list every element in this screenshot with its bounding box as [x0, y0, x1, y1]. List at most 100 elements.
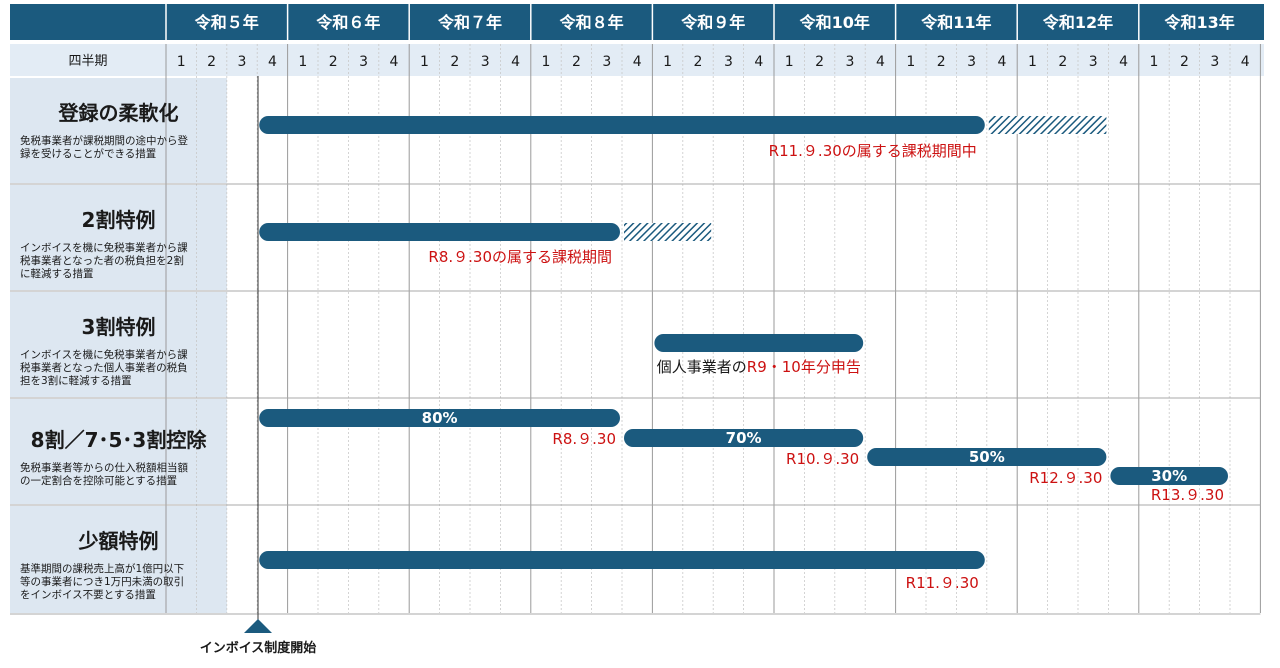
row-label-panel — [10, 292, 227, 397]
quarter-number: 4 — [998, 54, 1007, 70]
row-description-line: 基準期間の課税売上高が1億円以下 — [20, 562, 184, 575]
bar — [1110, 467, 1228, 485]
row-description-line: をインボイス不要とする措置 — [20, 588, 156, 601]
quarter-number: 4 — [876, 54, 885, 70]
row-label-panel — [10, 506, 227, 613]
year-label: 令和５年 — [194, 13, 259, 32]
bar-label: 30% — [1151, 467, 1187, 485]
row-description-line: 税事業者となった者の税負担を2割 — [20, 254, 184, 267]
row-description-line: インボイスを機に免税事業者から課 — [20, 241, 188, 254]
row-title: 8割／7･5･3割控除 — [31, 428, 208, 452]
row-description-line: 録を受けることができる措置 — [20, 147, 156, 160]
quarter-number: 2 — [207, 54, 216, 70]
row-note-part: 個人事業者の — [657, 358, 747, 376]
bar — [654, 334, 864, 352]
row-title: 少額特例 — [78, 529, 159, 553]
quarter-number: 3 — [238, 54, 247, 70]
corner-cell — [10, 4, 166, 40]
row-note: R8.９.30の属する課税期間 — [428, 248, 612, 266]
row-description-line: 等の事業者につき1万円未満の取引 — [20, 575, 184, 588]
row-note-part: R9・10年分申告 — [747, 358, 861, 376]
row-note: 個人事業者のR9・10年分申告 — [657, 358, 861, 376]
bar — [259, 409, 620, 427]
row-note: R11.９.30 — [906, 574, 979, 592]
year-label: 令和10年 — [799, 13, 870, 32]
quarter-number: 4 — [268, 54, 277, 70]
quarter-number: 3 — [1089, 54, 1098, 70]
row-description-line: 税事業者となった個人事業者の税負 — [20, 361, 188, 374]
quarter-number: 4 — [1241, 54, 1250, 70]
year-label: 令和８年 — [559, 13, 624, 32]
quarter-number: 3 — [1210, 54, 1219, 70]
quarter-number: 2 — [815, 54, 824, 70]
quarter-number: 2 — [572, 54, 581, 70]
row-description-line: 免税事業者等からの仕入税額相当額 — [20, 461, 188, 474]
gantt-row: 2割特例インボイスを機に免税事業者から課税事業者となった者の税負担を2割に軽減す… — [20, 208, 712, 280]
year-label: 令和12年 — [1042, 13, 1113, 32]
row-label-panel — [10, 399, 227, 504]
quarter-number: 3 — [846, 54, 855, 70]
quarter-number: 4 — [754, 54, 763, 70]
row-title: 3割特例 — [82, 315, 156, 339]
row-label-panel — [10, 185, 227, 290]
quarter-number: 1 — [1028, 54, 1037, 70]
year-label: 令和13年 — [1163, 13, 1234, 32]
quarter-number: 1 — [542, 54, 551, 70]
row-description-line: 免税事業者が課税期間の途中から登 — [20, 134, 188, 147]
gantt-row: 3割特例インボイスを機に免税事業者から課税事業者となった個人事業者の税負担を3割… — [20, 315, 864, 387]
quarter-number: 3 — [481, 54, 490, 70]
year-label: 令和７年 — [437, 13, 502, 32]
gantt-row: 8割／7･5･3割控除免税事業者等からの仕入税額相当額の一定割合を控除可能とする… — [20, 409, 1228, 504]
quarter-number: 4 — [390, 54, 399, 70]
quarter-number: 2 — [1058, 54, 1067, 70]
quarter-number: 3 — [602, 54, 611, 70]
bar-label: 80% — [422, 409, 458, 427]
quarter-number: 3 — [967, 54, 976, 70]
quarter-number: 1 — [906, 54, 915, 70]
quarter-header-band — [10, 44, 1264, 76]
bar-label: 70% — [726, 429, 762, 447]
bar — [624, 429, 864, 447]
row-note: R11.９.30の属する課税期間中 — [769, 142, 977, 160]
gantt-row: 少額特例基準期間の課税売上高が1億円以下等の事業者につき1万円未満の取引をインボ… — [20, 529, 985, 601]
quarter-number: 2 — [450, 54, 459, 70]
quarter-header-label: 四半期 — [68, 54, 107, 69]
row-description-line: に軽減する措置 — [20, 267, 94, 280]
quarter-number: 2 — [694, 54, 703, 70]
start-marker-triangle — [244, 619, 272, 633]
bar — [259, 551, 985, 569]
quarter-number: 1 — [785, 54, 794, 70]
bar-extension-hatched — [624, 223, 712, 241]
quarter-number: 1 — [1150, 54, 1159, 70]
year-header-band — [10, 4, 1264, 40]
year-label: 令和９年 — [680, 13, 745, 32]
quarter-number: 1 — [663, 54, 672, 70]
row-description-line: の一定割合を控除可能とする措置 — [20, 474, 177, 487]
bar-end-note: R12.９.30 — [1029, 469, 1102, 487]
quarter-number: 4 — [633, 54, 642, 70]
bar — [259, 223, 620, 241]
bar-extension-hatched — [988, 116, 1107, 134]
row-description-line: インボイスを機に免税事業者から課 — [20, 348, 188, 361]
year-label: 令和６年 — [315, 13, 380, 32]
row-label-panel — [10, 78, 227, 183]
start-marker-label: インボイス制度開始 — [200, 640, 317, 656]
row-description-line: 担を3割に軽減する措置 — [20, 374, 132, 387]
quarter-number: 2 — [937, 54, 946, 70]
quarter-number: 1 — [177, 54, 186, 70]
bar-end-note: R8.９.30 — [552, 430, 616, 448]
bar-end-note: R13.９.30 — [1151, 486, 1224, 504]
bar-end-note: R10.９.30 — [786, 450, 859, 468]
quarter-number: 4 — [1119, 54, 1128, 70]
row-title: 登録の柔軟化 — [58, 101, 179, 125]
row-title: 2割特例 — [82, 208, 156, 232]
year-label: 令和11年 — [920, 13, 991, 32]
bar — [867, 448, 1107, 466]
quarter-number: 4 — [511, 54, 520, 70]
quarter-number: 2 — [329, 54, 338, 70]
quarter-number: 3 — [359, 54, 368, 70]
quarter-number: 3 — [724, 54, 733, 70]
bar-label: 50% — [969, 448, 1005, 466]
